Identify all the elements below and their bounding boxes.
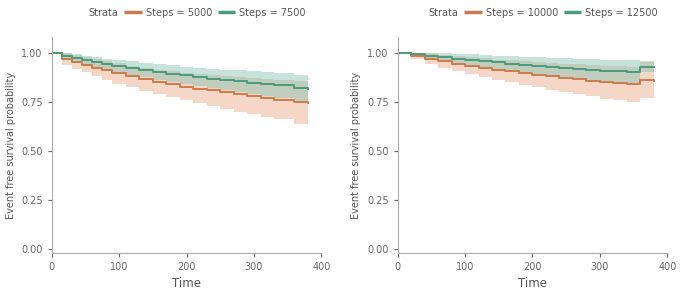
Legend: Strata, Steps = 10000, Steps = 12500: Strata, Steps = 10000, Steps = 12500 <box>407 7 658 17</box>
Legend: Strata, Steps = 5000, Steps = 7500: Strata, Steps = 5000, Steps = 7500 <box>68 7 306 17</box>
Y-axis label: Event free survival probability: Event free survival probability <box>5 71 16 218</box>
X-axis label: Time: Time <box>518 277 547 290</box>
X-axis label: Time: Time <box>172 277 201 290</box>
Y-axis label: Event free survival probability: Event free survival probability <box>351 71 361 218</box>
